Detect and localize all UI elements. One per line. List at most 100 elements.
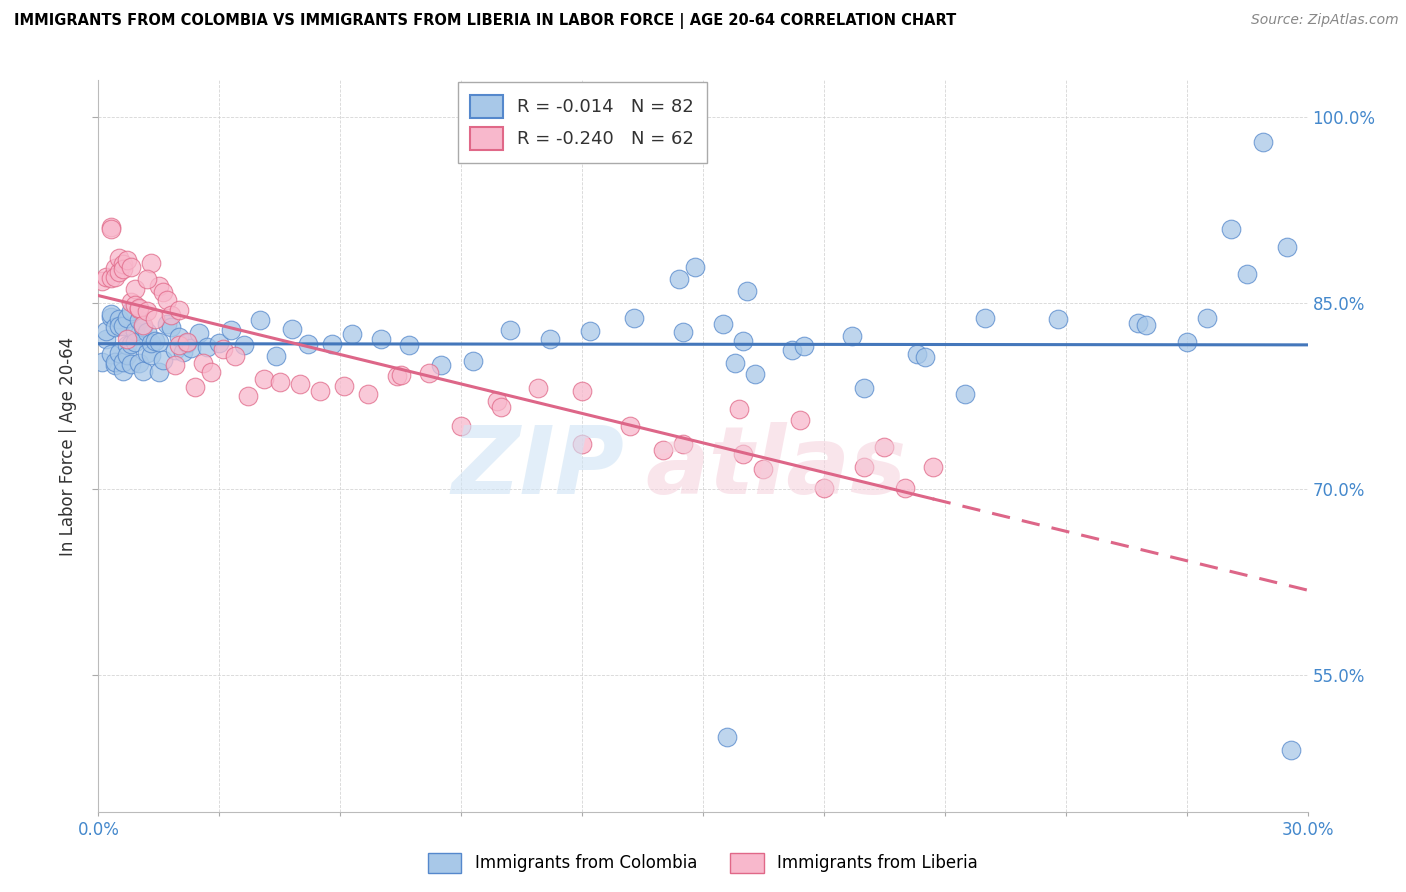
- Point: [571, 384, 593, 399]
- Point: [148, 279, 170, 293]
- Point: [953, 387, 976, 401]
- Point: [491, 400, 513, 414]
- Point: [1195, 310, 1218, 325]
- Point: [672, 437, 695, 451]
- Point: [91, 354, 114, 368]
- Point: [103, 320, 125, 334]
- Point: [249, 313, 271, 327]
- Point: [221, 323, 243, 337]
- Point: [120, 357, 142, 371]
- Point: [188, 326, 211, 340]
- Point: [914, 350, 936, 364]
- Point: [733, 334, 755, 349]
- Legend: R = -0.014   N = 82, R = -0.240   N = 62: R = -0.014 N = 82, R = -0.240 N = 62: [457, 82, 707, 162]
- Point: [398, 338, 420, 352]
- Point: [668, 271, 690, 285]
- Point: [1128, 316, 1150, 330]
- Point: [100, 219, 122, 234]
- Point: [180, 341, 202, 355]
- Point: [135, 346, 157, 360]
- Point: [115, 332, 138, 346]
- Point: [143, 312, 166, 326]
- Point: [160, 320, 183, 334]
- Text: atlas: atlas: [645, 422, 907, 514]
- Point: [309, 384, 332, 399]
- Point: [321, 337, 343, 351]
- Point: [167, 330, 190, 344]
- Point: [737, 284, 759, 298]
- Point: [236, 389, 259, 403]
- Point: [728, 401, 751, 416]
- Point: [107, 312, 129, 326]
- Point: [1046, 311, 1069, 326]
- Point: [893, 481, 915, 495]
- Point: [100, 307, 122, 321]
- Point: [342, 326, 364, 341]
- Point: [195, 340, 218, 354]
- Point: [224, 349, 246, 363]
- Legend: Immigrants from Colombia, Immigrants from Liberia: Immigrants from Colombia, Immigrants fro…: [422, 847, 984, 880]
- Point: [921, 460, 943, 475]
- Point: [172, 344, 194, 359]
- Point: [463, 354, 485, 368]
- Point: [111, 364, 134, 378]
- Point: [111, 355, 134, 369]
- Point: [789, 412, 811, 426]
- Point: [163, 358, 186, 372]
- Point: [526, 381, 548, 395]
- Point: [184, 380, 207, 394]
- Point: [176, 335, 198, 350]
- Text: ZIP: ZIP: [451, 422, 624, 514]
- Point: [208, 335, 231, 350]
- Point: [107, 346, 129, 360]
- Point: [853, 381, 876, 395]
- Point: [619, 419, 641, 434]
- Point: [752, 462, 775, 476]
- Point: [716, 731, 738, 745]
- Point: [232, 338, 254, 352]
- Point: [297, 337, 319, 351]
- Point: [139, 348, 162, 362]
- Point: [111, 262, 134, 277]
- Point: [538, 333, 561, 347]
- Point: [450, 418, 472, 433]
- Point: [264, 350, 287, 364]
- Point: [120, 337, 142, 351]
- Point: [167, 302, 190, 317]
- Point: [253, 372, 276, 386]
- Point: [115, 311, 138, 326]
- Point: [724, 356, 747, 370]
- Point: [389, 368, 412, 382]
- Point: [103, 261, 125, 276]
- Point: [288, 376, 311, 391]
- Point: [905, 347, 928, 361]
- Point: [103, 355, 125, 369]
- Point: [128, 301, 150, 316]
- Point: [571, 437, 593, 451]
- Point: [100, 270, 122, 285]
- Point: [135, 271, 157, 285]
- Point: [974, 310, 997, 325]
- Point: [744, 367, 766, 381]
- Point: [128, 313, 150, 327]
- Point: [96, 270, 118, 285]
- Point: [651, 442, 673, 457]
- Point: [370, 333, 392, 347]
- Point: [100, 222, 122, 236]
- Point: [269, 376, 291, 390]
- Point: [120, 260, 142, 275]
- Point: [163, 343, 186, 357]
- Point: [733, 447, 755, 461]
- Point: [1281, 743, 1303, 757]
- Point: [1220, 222, 1243, 236]
- Point: [176, 335, 198, 350]
- Point: [107, 318, 129, 333]
- Point: [193, 356, 215, 370]
- Y-axis label: In Labor Force | Age 20-64: In Labor Force | Age 20-64: [59, 336, 77, 556]
- Point: [143, 334, 166, 348]
- Point: [148, 365, 170, 379]
- Point: [152, 352, 174, 367]
- Point: [96, 324, 118, 338]
- Point: [281, 321, 304, 335]
- Point: [128, 356, 150, 370]
